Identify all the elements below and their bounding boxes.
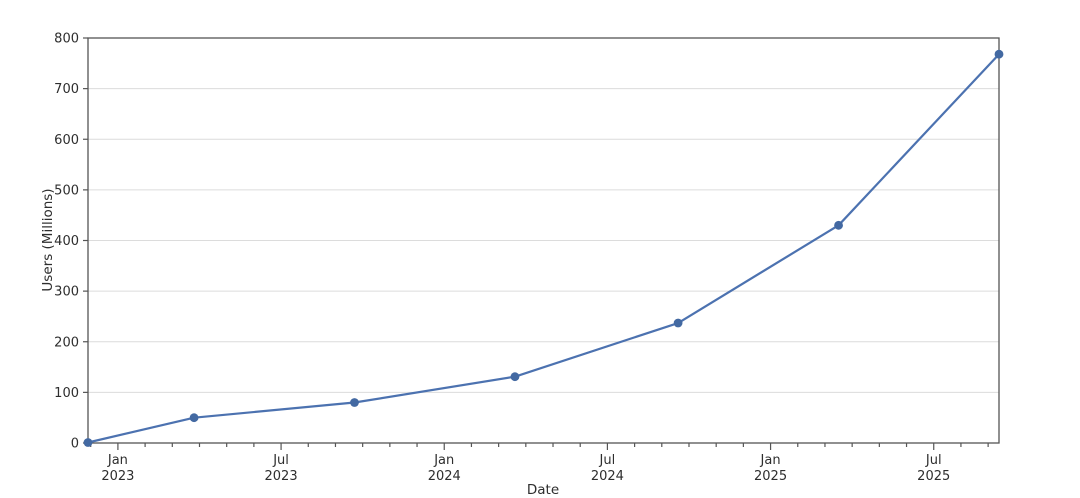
x-axis-label: Date (526, 482, 560, 498)
x-tick-label-jan-2024: Jan 2024 (428, 453, 461, 484)
x-tick-label-jul-2025: Jul 2025 (917, 453, 950, 484)
x-tick-label-jul-2023: Jul 2023 (265, 453, 298, 484)
y-axis-label: Users (Millions) (40, 188, 56, 292)
y-tick-label-500: 500 (54, 183, 79, 198)
y-tick-label-0: 0 (71, 437, 79, 452)
data-point-mar-2024 (510, 372, 520, 382)
data-point-sep-2025 (994, 49, 1004, 59)
data-point-dec-2022 (83, 438, 93, 447)
series-line (86, 53, 1001, 444)
data-point-sep-2024 (673, 318, 683, 328)
y-tick-label-200: 200 (54, 335, 79, 350)
x-tick-label-jan-2023: Jan 2023 (101, 453, 134, 484)
y-tick-label-300: 300 (54, 285, 79, 300)
y-tick-label-800: 800 (54, 32, 79, 47)
y-tick-label-400: 400 (54, 234, 79, 249)
y-tick-label-700: 700 (54, 82, 79, 97)
x-tick-label-jul-2024: Jul 2024 (591, 453, 624, 484)
x-tick-label-jan-2025: Jan 2025 (754, 453, 787, 484)
y-tick-label-100: 100 (54, 386, 79, 401)
data-point-mar-2025 (834, 220, 843, 230)
y-tick-label-600: 600 (54, 133, 79, 148)
data-point-sep-2023 (350, 398, 359, 407)
data-point-mar-2023 (189, 413, 199, 423)
